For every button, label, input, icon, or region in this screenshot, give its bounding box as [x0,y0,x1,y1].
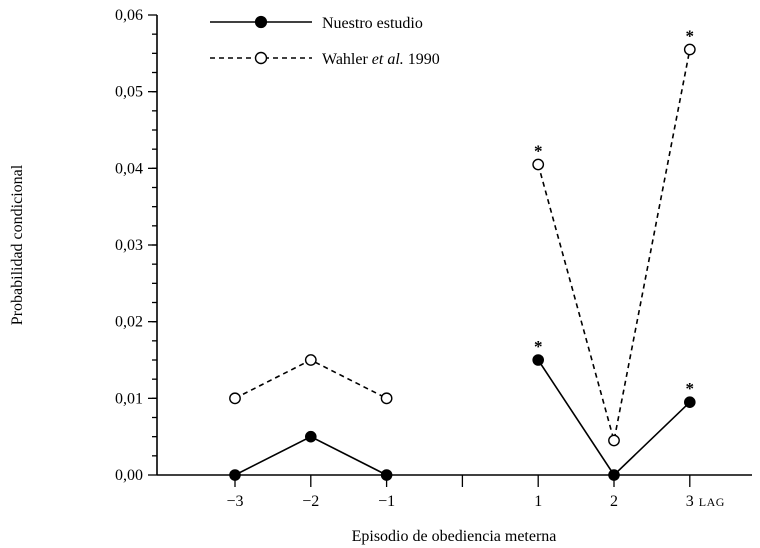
x-axis-title: Episodio de obediencia meterna [352,528,557,545]
x-axis: −3 −2 −1 1 2 3 LAG [157,474,752,510]
y-tick-label: 0,05 [115,84,143,101]
y-tick-label: 0,06 [115,7,143,24]
legend-label-nuestro: Nuestro estudio [322,15,423,32]
series-1-point [229,392,241,405]
x-tick-label: −3 [226,493,243,510]
series-1-point [532,158,545,171]
series-0-point [608,469,620,481]
legend: Nuestro estudio Wahler et al. 1990 [210,15,440,68]
y-tick-label: 0,02 [115,314,143,331]
x-tick-label: −1 [378,493,395,510]
series-1-point [304,354,317,366]
y-ticks: 0,00 0,01 0,02 0,03 0,04 0,05 0,06 [115,7,157,484]
legend-label-wahler-year: 1990 [404,51,440,68]
x-tick-label: 3 [686,493,694,510]
y-axis: 0,00 0,01 0,02 0,03 0,04 0,05 0,06 [115,7,158,484]
y-tick-label: 0,01 [115,390,143,407]
series-0-point [683,396,696,408]
x-axis-suffix: LAG [699,495,725,509]
legend-entry-nuestro: Nuestro estudio [210,15,423,32]
legend-marker-open [254,51,268,65]
series-1-point [683,43,696,56]
series-0-point [304,430,317,443]
x-tick-label: 2 [610,493,618,510]
series-0-line [537,359,691,477]
series-1-point [608,434,620,447]
y-tick-label: 0,03 [115,237,143,254]
series-1-point [380,392,393,405]
significance-marker: * [534,142,543,161]
series-1: ** [229,27,696,447]
significance-marker: * [686,27,695,46]
series-0-point [532,354,544,366]
legend-entry-wahler: Wahler et al. 1990 [210,51,440,68]
significance-marker: * [534,337,543,356]
legend-label-wahler-etal: et al. [372,51,404,68]
series-1-line [537,49,691,441]
x-tick-label: −2 [302,493,319,510]
series-0-point [229,469,241,481]
y-tick-label: 0,04 [115,160,143,177]
series-layer: **** [229,27,696,481]
y-axis-title: Probabilidad condicional [9,164,26,325]
x-tick-label: 1 [534,493,542,510]
legend-marker-filled [254,15,268,29]
significance-marker: * [686,379,695,398]
legend-label-wahler: Wahler et al. 1990 [322,51,440,68]
y-tick-label: 0,00 [115,467,143,484]
series-0-point [380,469,393,481]
x-ticks: −3 −2 −1 1 2 3 [226,475,694,510]
legend-label-wahler-author: Wahler [322,51,372,68]
series-0: ** [229,337,696,481]
